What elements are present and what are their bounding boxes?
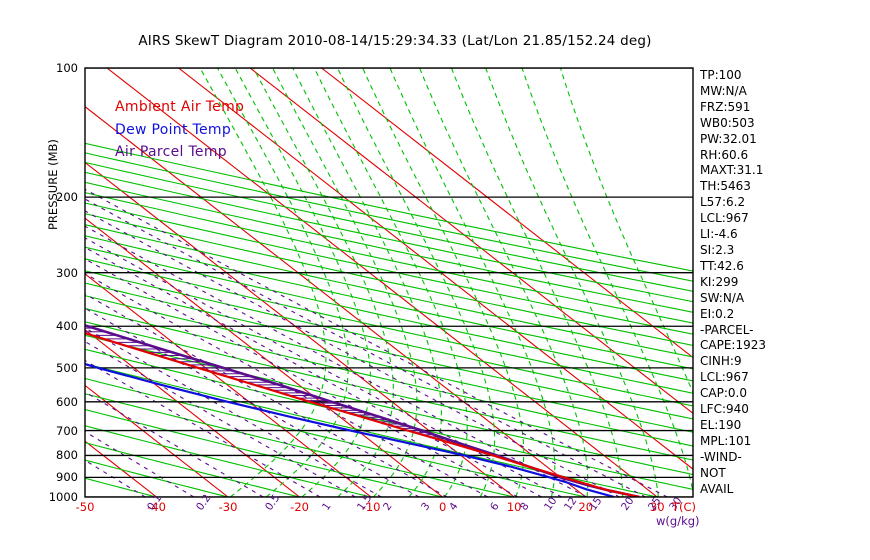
bottom-temp-tick: 20	[578, 500, 594, 514]
mixing-ratio-tick: 4	[447, 500, 461, 513]
moist-adiabat-line	[419, 68, 589, 497]
stat-item: LFC:940	[700, 402, 749, 417]
moist-adiabat-line	[337, 68, 496, 497]
mixing-ratio-tick: 20	[619, 495, 637, 513]
sounding-curve-ambient-air-temp	[85, 332, 640, 497]
pressure-tick: 200	[56, 190, 78, 205]
stat-item: WB0:503	[700, 115, 755, 130]
pressure-tick: 800	[56, 448, 78, 463]
bottom-temp-tick: -10	[361, 500, 381, 514]
stat-item: L57:6.2	[700, 195, 746, 210]
mixing-axis-label: w(g/kg)	[656, 514, 700, 528]
pressure-tick: 1000	[48, 490, 78, 504]
mixing-ratio-line	[85, 198, 646, 497]
mixing-ratio-line	[85, 246, 542, 497]
mixing-ratio-line	[85, 430, 195, 497]
bottom-temp-tick: -30	[218, 500, 238, 514]
bottom-temp-tick: 30	[649, 500, 665, 514]
bottom-temp-tick: -20	[290, 500, 309, 514]
stat-item: MPL:101	[700, 433, 752, 448]
bottom-temp-tick: 0	[438, 500, 447, 514]
stat-item: RH:60.6	[700, 147, 749, 162]
legend-ambient: Ambient Air Temp	[115, 99, 245, 115]
temp-axis-label: T(C)	[672, 500, 697, 514]
moist-adiabat-line	[253, 68, 394, 497]
mixing-ratio-tick: 6	[487, 500, 502, 513]
moist-adiabat-line	[362, 68, 525, 497]
bottom-temp-tick: -50	[75, 500, 95, 514]
mixing-ratio-tick: 10	[541, 495, 560, 513]
mixing-ratio-lines	[85, 188, 668, 497]
pressure-axis-label: PRESSURE (MB)	[46, 139, 60, 230]
sounding-indices-panel: TP:100 MW:N/A FRZ:591 WB0:503 PW:32.01 RH:60.…	[700, 68, 820, 497]
moist-adiabat-line	[272, 68, 418, 497]
moist-adiabat-lines	[199, 68, 693, 497]
moist-adiabat-line	[389, 68, 556, 497]
legend-parcel: Air Parcel Temp	[115, 144, 227, 160]
moist-adiabat-line	[292, 68, 442, 497]
stat-item: TP:100	[700, 68, 742, 82]
stat-item: LI:-4.6	[700, 227, 738, 242]
moist-adiabat-line	[216, 68, 349, 497]
dry-adiabat-line	[85, 348, 693, 490]
isotherm-line	[0, 68, 13, 497]
stat-item: TH:5463	[700, 179, 751, 194]
stat-item: SI:2.3	[700, 242, 735, 257]
stat-item: MW:N/A	[700, 83, 747, 98]
mixing-ratio-tick: 2	[381, 500, 395, 513]
legend-dewpoint: Dew Point Temp	[115, 122, 232, 138]
moist-adiabat-line	[485, 68, 659, 497]
dry-adiabat-line	[85, 377, 586, 497]
stat-item: EL:190	[700, 417, 742, 432]
moist-adiabat-line	[521, 68, 693, 495]
mixing-ratio-tick: 0.5	[263, 492, 283, 513]
bottom-temp-tick: 10	[506, 500, 522, 514]
stat-item: SW:N/A	[700, 290, 745, 305]
mixing-ratio-tick: 1	[320, 500, 334, 513]
moist-adiabat-line	[313, 68, 468, 497]
pressure-tick: 700	[56, 423, 78, 438]
mixing-ratio-line	[85, 225, 587, 497]
stat-item: CINH:9	[700, 354, 742, 369]
stat-item: CAPE:1923	[700, 338, 766, 353]
stat-item: TT:42.6	[700, 258, 744, 273]
stat-item: MAXT:31.1	[700, 163, 764, 178]
sounding-curve-air-parcel-temp	[85, 324, 640, 497]
stat-item: LCL:967	[700, 211, 749, 226]
isotherm-line	[178, 68, 693, 470]
stat-item: FRZ:591	[700, 99, 751, 114]
mixing-ratio-tick: 3	[419, 500, 433, 513]
stat-item: -WIND-	[700, 449, 742, 464]
stat-item: LCL:967	[700, 370, 749, 385]
stat-item: AVAIL	[700, 481, 734, 496]
moist-adiabat-line	[450, 68, 624, 497]
cape-hatching	[85, 327, 526, 466]
bottom-temp-tick: -40	[147, 500, 166, 514]
mixing-ratio-line	[85, 188, 668, 497]
pressure-tick: 900	[56, 470, 78, 485]
page-title: AIRS SkewT Diagram 2010-08-14/15:29:34.3…	[138, 33, 652, 49]
pressure-tick: 400	[56, 319, 78, 334]
stat-item: PW:32.01	[700, 131, 757, 146]
stat-item: NOT	[700, 465, 726, 480]
sounding-curves	[85, 324, 640, 497]
stat-item: EI:0.2	[700, 306, 735, 321]
pressure-tick: 500	[56, 360, 78, 375]
pressure-tick: 600	[56, 394, 78, 409]
pressure-tick: 300	[56, 265, 78, 280]
stat-item: KI:299	[700, 274, 739, 289]
mixing-ratio-tick: 12	[561, 495, 580, 513]
moist-adiabat-line	[234, 68, 372, 497]
pressure-tick: 100	[56, 61, 78, 75]
mixing-ratio-line	[85, 237, 562, 497]
stat-item: -PARCEL-	[700, 322, 754, 337]
stat-item: CAP:0.0	[700, 386, 747, 401]
mixing-ratio-tick: 0.2	[193, 492, 214, 513]
mixing-ratio-line	[85, 210, 620, 497]
sounding-curve-dew-point-temp	[85, 362, 615, 497]
dry-adiabat-line	[85, 363, 658, 497]
